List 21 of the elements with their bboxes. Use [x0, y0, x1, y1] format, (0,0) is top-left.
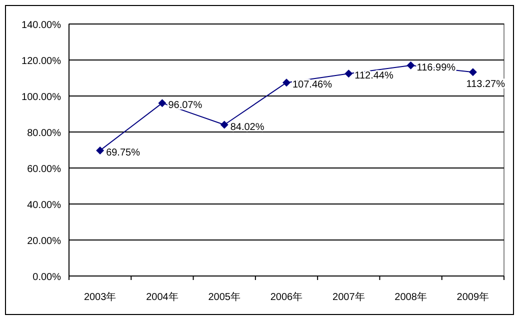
ytick: 0.00%	[32, 272, 61, 283]
ytick: 120.00%	[22, 56, 61, 67]
data-label: 112.44%	[354, 70, 394, 82]
xtick: 2009年	[456, 292, 490, 303]
data-label: 84.02%	[230, 122, 264, 133]
xtick: 2006年	[270, 292, 303, 303]
ytick: 20.00%	[27, 236, 61, 247]
ytick: 100.00%	[22, 92, 61, 103]
ytick: 80.00%	[27, 128, 61, 139]
xtick: 2008年	[394, 292, 427, 303]
data-label: 69.75%	[106, 147, 140, 158]
xtick: 2003年	[84, 292, 116, 303]
ytick: 40.00%	[27, 200, 61, 211]
data-label: 113.27%	[466, 79, 505, 90]
xtick: 2005年	[208, 292, 240, 303]
data-label: 96.07%	[168, 100, 202, 112]
ytick: 140.00%	[22, 20, 61, 31]
xtick: 2004年	[146, 292, 178, 303]
ytick: 60.00%	[27, 164, 61, 175]
xtick: 2007年	[332, 292, 365, 303]
data-label: 107.46%	[292, 80, 332, 91]
